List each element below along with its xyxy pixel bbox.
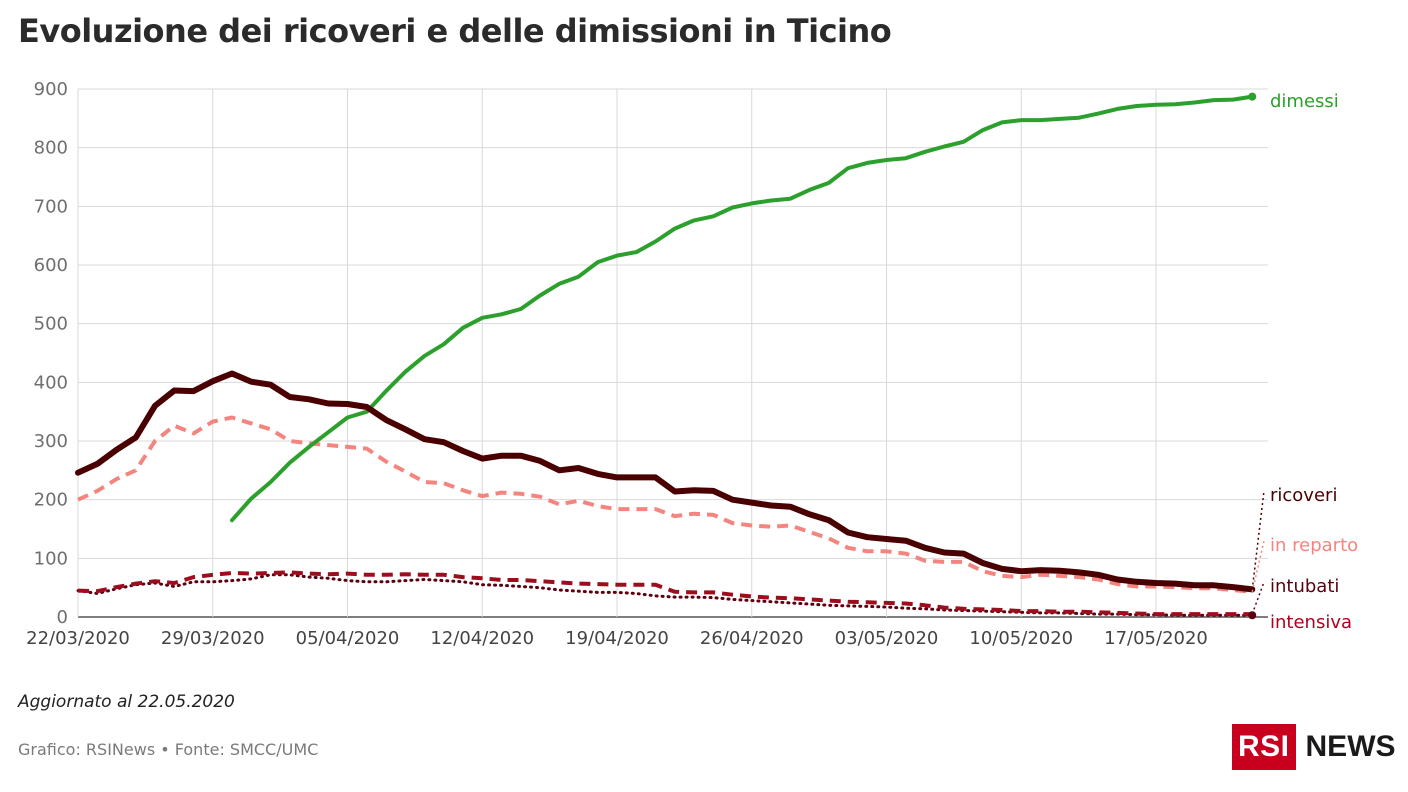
y-tick-label: 500: [34, 314, 68, 335]
series-line-intensiva: [76, 573, 1254, 617]
chart-title: Evoluzione dei ricoveri e delle dimissio…: [18, 12, 892, 50]
series-label-intensiva: intensiva: [1270, 612, 1352, 633]
series-label-dimessi: dimessi: [1270, 91, 1339, 112]
y-tick-label: 900: [34, 79, 68, 100]
x-tick-label: 10/05/2020: [969, 628, 1073, 649]
y-tick-label: 300: [34, 431, 68, 452]
logo-news: NEWS: [1305, 730, 1396, 763]
x-tick-label: 26/04/2020: [700, 628, 804, 649]
label-layer: dimessi ricoveri in reparto intubati intensi…: [1251, 91, 1358, 633]
x-tick-label: 05/04/2020: [296, 628, 400, 649]
x-tick-label: 29/03/2020: [161, 628, 265, 649]
y-tick-label: 800: [34, 138, 68, 159]
series-line-in-reparto: [77, 415, 1253, 594]
x-tick-label: 19/04/2020: [565, 628, 669, 649]
y-tick-label: 600: [34, 255, 68, 276]
update-note: Aggiornato al 22.05.2020: [18, 692, 235, 712]
end-point-intensiva: [1248, 611, 1257, 620]
line-chart: 0 100 200 300 400 500 600 700 800 900 22/03/2020 29…: [26, 79, 1358, 649]
series-line-dimessi: [230, 94, 1255, 523]
y-tick-label: 0: [57, 607, 68, 628]
logo-rsi: RSI: [1232, 724, 1296, 770]
end-point-dimessi: [1248, 92, 1257, 101]
y-tick-label: 700: [34, 196, 68, 217]
x-tick-label: 17/05/2020: [1104, 628, 1208, 649]
leader-line-ricoveri: [1251, 490, 1265, 590]
x-tick-label: 03/05/2020: [835, 628, 939, 649]
rsi-news-logo: RSI NEWS: [1232, 724, 1396, 770]
x-tick-label: 12/04/2020: [430, 628, 534, 649]
series-line-ricoveri: [75, 370, 1256, 593]
series-label-in-reparto: in reparto: [1270, 535, 1358, 556]
y-tick-label: 400: [34, 372, 68, 393]
series-label-intubati: intubati: [1270, 576, 1339, 597]
series-layer: [75, 92, 1257, 620]
leader-line-in-reparto: [1251, 540, 1265, 592]
series-label-ricoveri: ricoveri: [1270, 485, 1337, 506]
axis-layer: 0 100 200 300 400 500 600 700 800 900 22/03/2020 29…: [26, 79, 1208, 649]
grid-layer: [77, 88, 1268, 618]
source-credit: Grafico: RSINews • Fonte: SMCC/UMC: [18, 740, 319, 759]
leader-line-intubati: [1251, 581, 1265, 615]
y-tick-label: 200: [34, 490, 68, 511]
y-tick-label: 100: [34, 548, 68, 569]
x-tick-label: 22/03/2020: [26, 628, 130, 649]
